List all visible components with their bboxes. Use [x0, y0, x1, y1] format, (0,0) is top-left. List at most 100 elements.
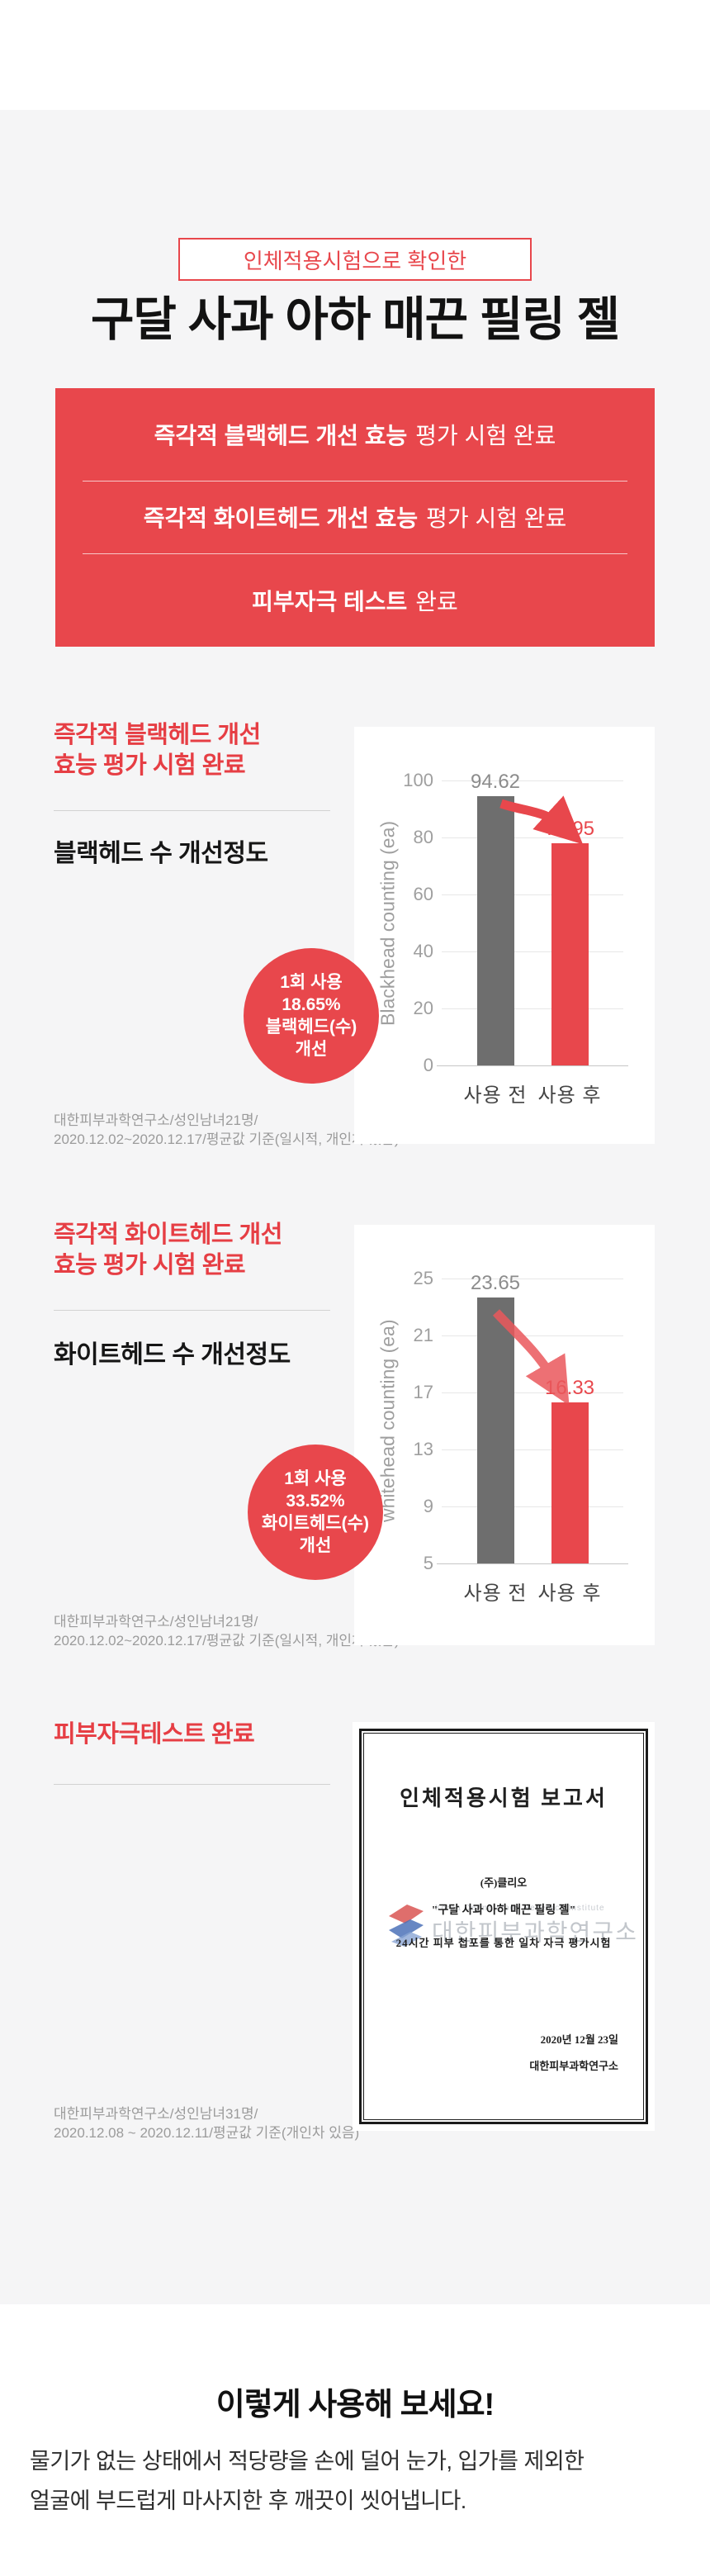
report-page-inner: Korea Dermatology Research Institute 대한피… [363, 1733, 644, 2120]
footnote-line: 대한피부과학연구소/성인남녀21명/ [54, 1112, 258, 1128]
whitehead-chart-panel: 5 9 13 17 21 25 whitehead counting (ea) 23.65 사용… [354, 1225, 655, 1645]
badge-line: 18.65% [282, 995, 341, 1014]
bar-after [551, 1402, 589, 1563]
section-divider [54, 810, 330, 811]
y-tick-label: 0 [423, 1055, 433, 1075]
decrease-arrow-icon [499, 795, 584, 845]
blackhead-chart-panel: 0 20 40 60 80 100 Blackhead counting (ea) 94.62… [354, 727, 655, 1144]
y-axis-label: Blackhead counting (ea) [376, 820, 399, 1026]
usage-section-title: 이렇게 사용해 보세요! [215, 2388, 495, 2422]
section-heading-line2: 효능 평가 시험 완료 [54, 1252, 246, 1279]
footnote-line: 2020.12.08 ~ 2020.12.11/평균값 기준(개인차 있음) [54, 2125, 360, 2141]
watermark-english-text: Korea Dermatology Research Institute [435, 1904, 605, 1913]
footnote-blackhead: 대한피부과학연구소/성인남녀21명/ 2020.12.02~2020.12.17… [54, 1111, 399, 1149]
claim-bold-text: 즉각적 블랙헤드 개선 효능 [154, 423, 408, 448]
y-tick-label: 20 [413, 998, 433, 1018]
improvement-badge-blackhead: 1회 사용 18.65% 블랙헤드(수) 개선 [244, 948, 379, 1084]
bar-after [551, 843, 589, 1065]
badge-line: 화이트헤드(수) [262, 1514, 369, 1533]
watermark-korean-text: 대한피부과학연구소 [432, 1919, 638, 1945]
y-tick-label: 17 [413, 1382, 433, 1402]
gridline [442, 1506, 623, 1507]
y-tick-label: 40 [413, 941, 433, 961]
gridline [442, 1008, 623, 1009]
claim-divider [83, 553, 627, 554]
claim-normal-text: 평가 시험 완료 [426, 505, 567, 531]
bar-before [476, 795, 514, 1065]
report-date: 2020년 12월 23일 [540, 2033, 618, 2046]
gridline [442, 894, 623, 895]
badge-line: 1회 사용 [280, 973, 343, 992]
claim-row: 피부자극 테스트 완료 [55, 553, 655, 647]
badge-line: 개선 [299, 1536, 332, 1555]
claim-normal-text: 평가 시험 완료 [415, 423, 556, 448]
x-category-label: 사용 후 [537, 1084, 602, 1107]
section-divider [54, 1310, 330, 1311]
certification-badge: 인체적용시험으로 확인한 [178, 238, 532, 281]
bar-value-label: 94.62 [470, 770, 521, 793]
y-tick-label: 21 [413, 1325, 433, 1345]
claim-bold-text: 즉각적 화이트헤드 개선 효능 [143, 505, 419, 531]
claim-divider [83, 481, 627, 482]
footnote-whitehead: 대한피부과학연구소/성인남녀21명/ 2020.12.02~2020.12.17… [54, 1612, 399, 1650]
claims-banner: 즉각적 블랙헤드 개선 효능 평가 시험 완료 즉각적 화이트헤드 개선 효능 … [55, 388, 655, 647]
usage-instruction-line: 물기가 없는 상태에서 적당량을 손에 덜어 눈가, 입가를 제외한 [30, 2449, 585, 2474]
section-divider [54, 1784, 330, 1785]
improvement-badge-whitehead: 1회 사용 33.52% 화이트헤드(수) 개선 [248, 1445, 383, 1580]
report-page: Korea Dermatology Research Institute 대한피… [359, 1729, 648, 2124]
claim-bold-text: 피부자극 테스트 [252, 588, 408, 614]
section-heading-line1: 즉각적 화이트헤드 개선 [54, 1222, 282, 1248]
badge-line: 33.52% [286, 1492, 345, 1511]
certification-badge-label: 인체적용시험으로 확인한 [243, 248, 467, 273]
gridline [442, 1449, 623, 1450]
claim-row: 즉각적 블랙헤드 개선 효능 평가 시험 완료 [55, 388, 655, 481]
y-tick-label: 9 [423, 1496, 433, 1516]
section-heading-whitehead: 즉각적 화이트헤드 개선 효능 평가 시험 완료 [54, 1220, 282, 1281]
bar-before [476, 1297, 514, 1563]
y-tick-label: 5 [423, 1553, 433, 1573]
badge-line: 1회 사용 [284, 1469, 347, 1488]
report-test-description: 24시간 피부 첩포를 통한 일차 자극 평가시험 [395, 1937, 612, 1949]
gridline [442, 780, 623, 781]
bar-value-label: 23.65 [470, 1272, 521, 1295]
section-heading-line1: 즉각적 블랙헤드 개선 [54, 722, 261, 748]
gridline [442, 837, 623, 838]
badge-line: 개선 [295, 1040, 328, 1059]
y-tick-label: 80 [413, 827, 433, 847]
section-heading-irritation: 피부자극테스트 완료 [54, 1721, 255, 1748]
footnote-irritation: 대한피부과학연구소/성인남녀31명/ 2020.12.08 ~ 2020.12.… [54, 2104, 359, 2142]
usage-instructions: 물기가 없는 상태에서 적당량을 손에 덜어 눈가, 입가를 제외한 얼굴에 부… [30, 2441, 690, 2521]
report-product-name: "구달 사과 아하 매끈 필링 젤" [431, 1905, 576, 1917]
x-category-label: 사용 전 [463, 1084, 528, 1107]
report-document-panel: Korea Dermatology Research Institute 대한피… [353, 1722, 655, 2131]
footnote-line: 2020.12.02~2020.12.17/평균값 기준(일시적, 개인차 있음… [54, 1131, 400, 1147]
usage-instruction-line: 얼굴에 부드럽게 마사지한 후 깨끗이 씻어냅니다. [30, 2488, 466, 2513]
x-category-label: 사용 전 [463, 1582, 528, 1605]
gridline [442, 951, 623, 952]
subheading-blackhead: 블랙헤드 수 개선정도 [54, 840, 268, 867]
claim-normal-text: 완료 [415, 588, 458, 614]
report-institute: 대한피부과학연구소 [529, 2060, 618, 2072]
report-title: 인체적용시험 보고서 [400, 1786, 608, 1810]
badge-line: 블랙헤드(수) [265, 1018, 357, 1037]
footnote-line: 대한피부과학연구소/성인남녀31명/ [54, 2106, 258, 2122]
report-company: (주)클리오 [480, 1876, 528, 1889]
gridline [437, 1065, 628, 1066]
gridline [437, 1563, 628, 1564]
section-heading-line2: 효능 평가 시험 완료 [54, 752, 246, 779]
subheading-whitehead: 화이트헤드 수 개선정도 [54, 1341, 291, 1369]
claim-row: 즉각적 화이트헤드 개선 효능 평가 시험 완료 [55, 481, 655, 553]
footnote-line: 대한피부과학연구소/성인남녀21명/ [54, 1614, 258, 1630]
product-title: 구달 사과 아하 매끈 필링 젤 [90, 293, 620, 346]
y-tick-label: 100 [403, 770, 433, 790]
gridline [442, 1335, 623, 1336]
footnote-line: 2020.12.02~2020.12.17/평균값 기준(일시적, 개인차 있음… [54, 1633, 400, 1649]
y-tick-label: 25 [413, 1268, 433, 1288]
institute-dna-logo-icon [389, 1905, 424, 1947]
y-tick-label: 60 [413, 884, 433, 904]
decrease-arrow-icon [492, 1309, 570, 1403]
x-category-label: 사용 후 [537, 1582, 602, 1605]
section-heading-blackhead: 즉각적 블랙헤드 개선 효능 평가 시험 완료 [54, 720, 261, 781]
y-tick-label: 13 [413, 1439, 433, 1459]
